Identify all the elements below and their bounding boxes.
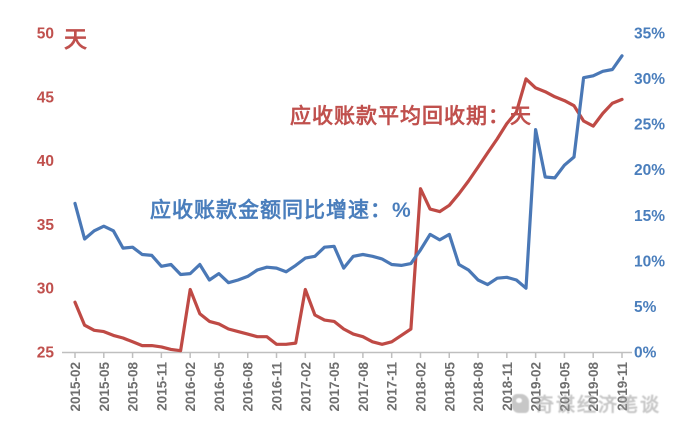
x-axis-tick-label: 2018-05 (442, 362, 457, 412)
receivable-days-line (73, 77, 624, 353)
right-axis-tick-label: 35% (634, 26, 665, 43)
x-axis-tick-label: 2018-11 (500, 362, 515, 411)
x-axis-tick-label: 2019-11 (615, 362, 630, 411)
x-axis-tick-label: 2016-11 (270, 362, 285, 411)
watermark-text: 奇谋经济笔谈 (535, 395, 662, 416)
right-axis-tick-label: 30% (634, 71, 665, 88)
left-axis-tick-label: 50 (37, 26, 54, 43)
x-axis-tick-label: 2015-02 (68, 362, 83, 412)
right-axis-tick-label: 15% (634, 208, 665, 225)
x-axis-tick-label: 2017-08 (356, 362, 371, 412)
x-axis-tick-label: 2016-05 (212, 362, 227, 412)
x-axis-tick-label: 2016-08 (241, 362, 256, 412)
left-axis-tick-label: 25 (37, 345, 55, 362)
watermark: 奇谋经济笔谈 (512, 390, 661, 417)
x-axis-tick-label: 2017-02 (298, 362, 313, 412)
right-axis-tick-label: 0% (634, 345, 657, 362)
red-series-label: 应收账款平均回收期：天 (290, 105, 532, 128)
right-axis-tick-label: 25% (634, 117, 665, 134)
left-axis-tick-label: 45 (37, 89, 55, 106)
left-axis-unit-label: 天 (64, 26, 88, 52)
x-axis-tick-label: 2019-05 (557, 362, 572, 412)
x-axis-tick-label: 2015-08 (126, 362, 141, 412)
x-axis-tick-label: 2019-02 (529, 362, 544, 412)
left-axis-tick-label: 35 (37, 217, 55, 234)
watermark-logo-icon (512, 394, 529, 413)
receivable-growth-line (73, 54, 624, 290)
right-axis-tick-label: 5% (634, 299, 657, 316)
x-axis-tick-label: 2017-11 (385, 362, 400, 411)
x-axis-tick-label: 2015-05 (97, 362, 112, 412)
left-axis-tick-label: 30 (37, 281, 54, 298)
right-axis-tick-label: 10% (634, 253, 665, 270)
x-axis-tick-label: 2018-02 (413, 362, 428, 412)
left-axis-tick-label: 40 (37, 153, 54, 170)
x-axis-tick-label: 2019-08 (586, 362, 601, 412)
right-axis-tick-label: 20% (634, 162, 665, 179)
x-axis-tick-label: 2016-02 (183, 362, 198, 412)
x-axis-tick-label: 2018-08 (471, 362, 486, 412)
blue-series-label: 应收账款金额同比增速：% (150, 199, 412, 222)
x-axis-tick-label: 2015-11 (154, 362, 169, 411)
x-axis-tick-label: 2017-05 (327, 362, 342, 412)
